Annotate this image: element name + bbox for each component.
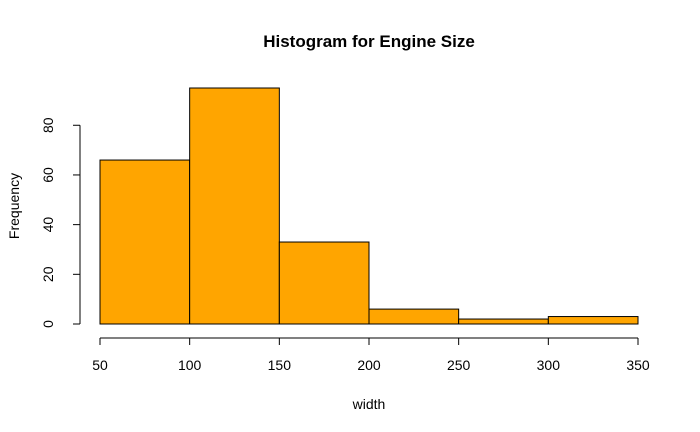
x-tick-label-100: 100	[178, 357, 202, 373]
chart-title: Histogram for Engine Size	[263, 32, 475, 51]
y-tick-label-40: 40	[40, 217, 56, 233]
x-axis-label: width	[352, 396, 386, 412]
histogram-bar-300-350	[547, 316, 639, 325]
histogram-bar-150-200	[278, 241, 370, 325]
histogram-bar-50-100	[99, 159, 191, 325]
bars-group	[99, 87, 639, 325]
histogram-bar-250-300	[458, 318, 549, 325]
y-tick-label-60: 60	[40, 167, 56, 183]
x-tick-label-150: 150	[268, 357, 292, 373]
y-tick-label-80: 80	[40, 117, 56, 133]
x-tick-label-300: 300	[537, 357, 561, 373]
histogram-bar-200-250	[368, 308, 460, 325]
x-tick-label-250: 250	[447, 357, 471, 373]
y-tick-label-0: 0	[40, 320, 56, 328]
x-tick-label-50: 50	[92, 357, 108, 373]
x-tick-label-200: 200	[357, 357, 381, 373]
y-axis-label: Frequency	[6, 173, 22, 239]
y-tick-label-20: 20	[40, 266, 56, 282]
x-tick-label-350: 350	[626, 357, 650, 373]
histogram-bar-100-150	[189, 87, 280, 325]
y-axis: 0 20 40 60 80	[40, 117, 81, 328]
x-axis: 50 100 150 200 250 300 350	[92, 337, 650, 373]
